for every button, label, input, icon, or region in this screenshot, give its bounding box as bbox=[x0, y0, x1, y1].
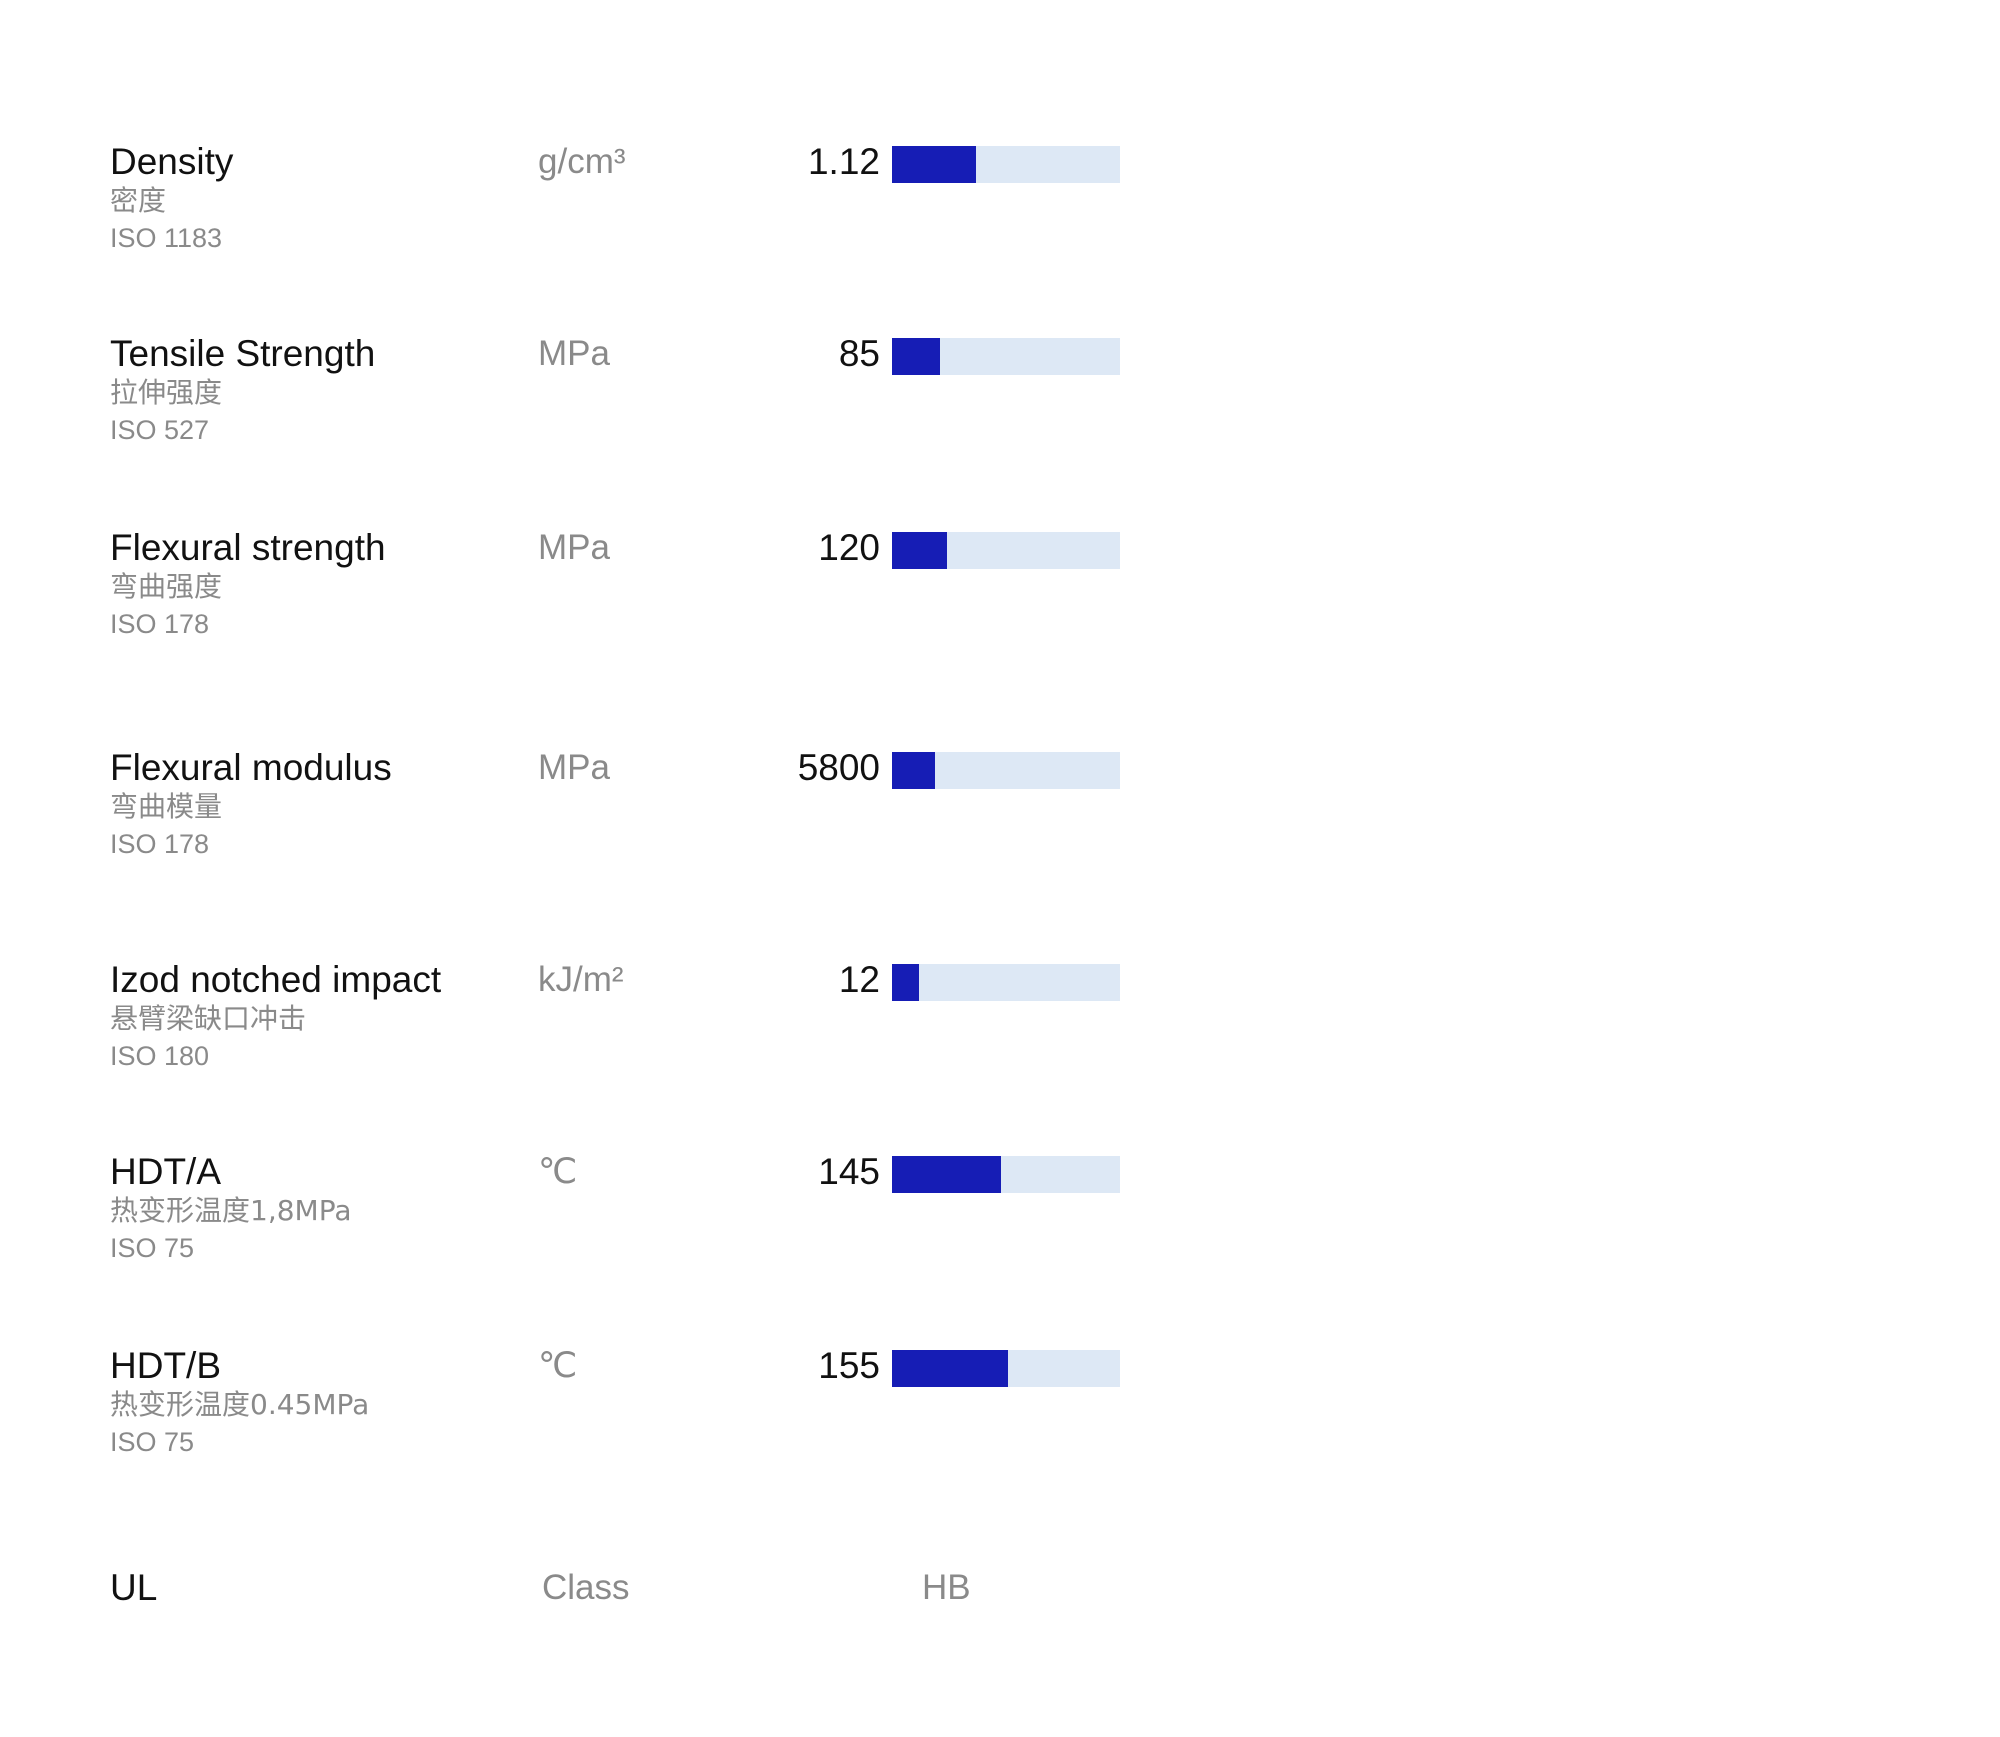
value-bar-track bbox=[892, 1156, 1120, 1193]
value-bar-track bbox=[892, 146, 1120, 183]
ul-label: UL bbox=[110, 1567, 158, 1608]
ul-rating-value: HB bbox=[922, 1568, 971, 1607]
value-bar-track bbox=[892, 1350, 1120, 1387]
ul-class-label: Class bbox=[542, 1568, 630, 1607]
property-name-chinese: 弯曲模量 bbox=[110, 790, 223, 823]
property-unit: ℃ bbox=[538, 1346, 578, 1385]
property-value: 12 bbox=[838, 959, 880, 1000]
value-bar-fill bbox=[892, 964, 920, 1001]
property-value: 85 bbox=[838, 333, 880, 374]
value-bar-fill bbox=[892, 1350, 1009, 1387]
property-standard: ISO 1183 bbox=[110, 223, 223, 253]
property-name-chinese: 弯曲强度 bbox=[110, 570, 223, 603]
value-bar-fill bbox=[892, 338, 940, 375]
property-name-chinese: 密度 bbox=[110, 184, 167, 217]
value-bar-track bbox=[892, 532, 1120, 569]
property-standard: ISO 527 bbox=[110, 415, 210, 445]
property-name: HDT/A bbox=[110, 1151, 221, 1192]
property-name: Izod notched impact bbox=[110, 959, 442, 1000]
value-bar-track bbox=[892, 338, 1120, 375]
property-standard: ISO 75 bbox=[110, 1427, 195, 1457]
property-name-chinese: 热变形温度0.45MPa bbox=[110, 1388, 370, 1421]
property-name: HDT/B bbox=[110, 1345, 221, 1386]
property-standard: ISO 180 bbox=[110, 1041, 210, 1071]
property-value: 155 bbox=[818, 1345, 880, 1386]
value-bar-fill bbox=[892, 1156, 1002, 1193]
property-name-chinese: 热变形温度1,8MPa bbox=[110, 1194, 352, 1227]
property-unit: ℃ bbox=[538, 1152, 578, 1191]
property-row-tensile-strength: Tensile Strength 拉伸强度 ISO 527 MPa 85 bbox=[0, 334, 2000, 474]
value-bar-track bbox=[892, 752, 1120, 789]
property-row-flexural-modulus: Flexural modulus 弯曲模量 ISO 178 MPa 5800 bbox=[0, 748, 2000, 888]
property-name: Flexural modulus bbox=[110, 747, 392, 788]
property-unit: MPa bbox=[538, 748, 610, 787]
property-name: Tensile Strength bbox=[110, 333, 376, 374]
property-row-izod-impact: Izod notched impact 悬臂梁缺口冲击 ISO 180 kJ/m… bbox=[0, 960, 2000, 1100]
property-value: 5800 bbox=[797, 747, 880, 788]
property-unit: kJ/m² bbox=[538, 960, 624, 999]
value-bar-track bbox=[892, 964, 1120, 1001]
value-bar-fill bbox=[892, 752, 936, 789]
value-bar-fill bbox=[892, 532, 947, 569]
property-standard: ISO 75 bbox=[110, 1233, 195, 1263]
property-row-hdt-b: HDT/B 热变形温度0.45MPa ISO 75 ℃ 155 bbox=[0, 1346, 2000, 1486]
property-value: 145 bbox=[818, 1151, 880, 1192]
property-standard: ISO 178 bbox=[110, 609, 210, 639]
property-value: 1.12 bbox=[807, 141, 880, 182]
property-name-chinese: 悬臂梁缺口冲击 bbox=[110, 1002, 307, 1035]
value-bar-fill bbox=[892, 146, 977, 183]
property-row-density: Density 密度 ISO 1183 g/cm³ 1.12 bbox=[0, 142, 2000, 282]
property-name: Density bbox=[110, 141, 234, 182]
property-unit: MPa bbox=[538, 528, 610, 567]
property-value: 120 bbox=[818, 527, 880, 568]
property-name-chinese: 拉伸强度 bbox=[110, 376, 223, 409]
property-row-ul: UL Class HB bbox=[0, 1568, 2000, 1708]
property-unit: g/cm³ bbox=[538, 142, 626, 181]
property-standard: ISO 178 bbox=[110, 829, 210, 859]
property-row-hdt-a: HDT/A 热变形温度1,8MPa ISO 75 ℃ 145 bbox=[0, 1152, 2000, 1292]
property-name: Flexural strength bbox=[110, 527, 386, 568]
property-unit: MPa bbox=[538, 334, 610, 373]
property-row-flexural-strength: Flexural strength 弯曲强度 ISO 178 MPa 120 bbox=[0, 528, 2000, 668]
